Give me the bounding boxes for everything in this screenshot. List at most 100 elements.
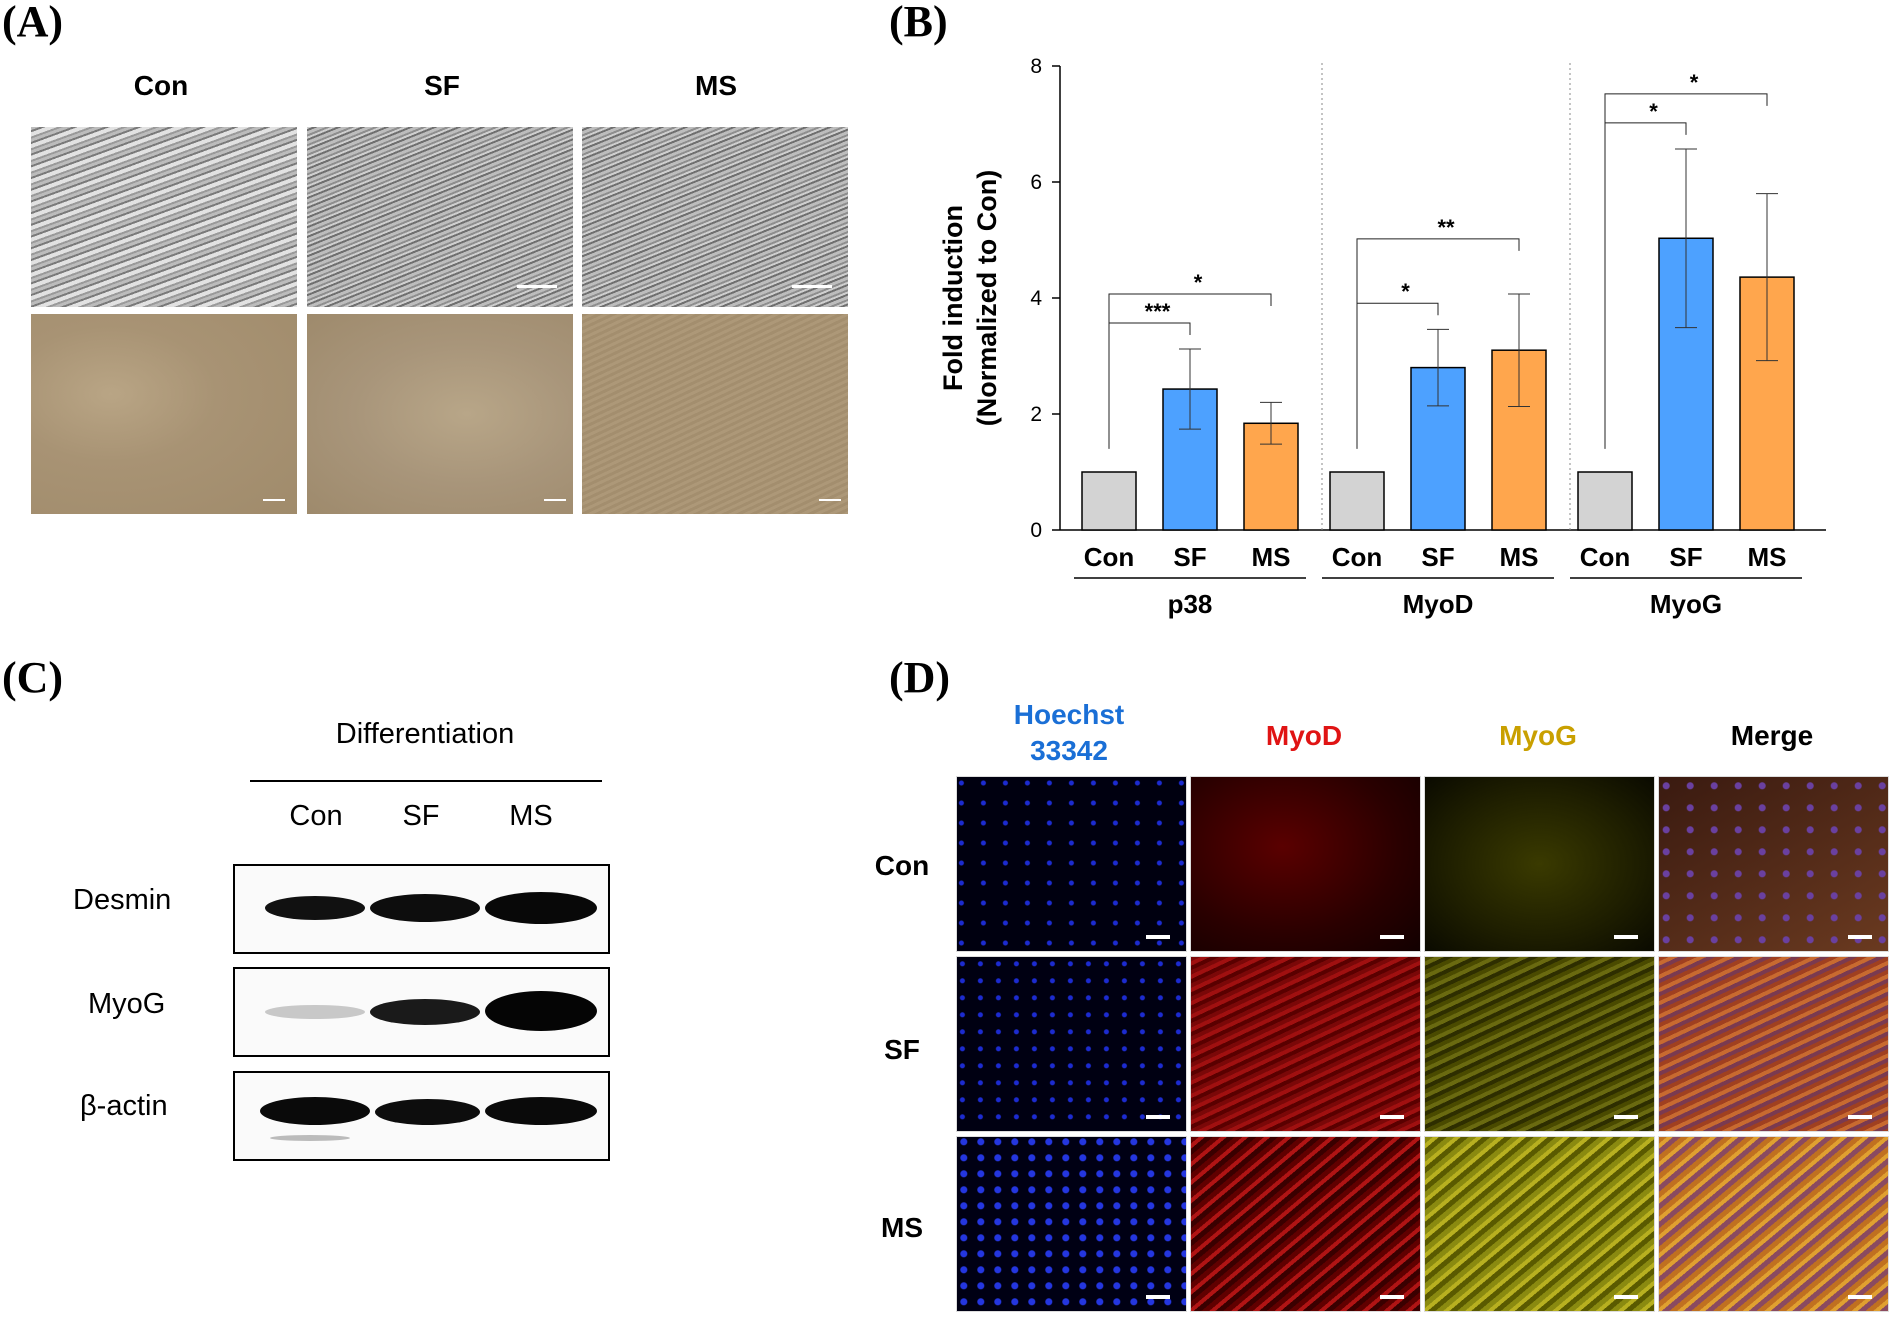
band-actin-sf xyxy=(375,1099,480,1125)
fluorescence-image xyxy=(1190,1136,1421,1312)
row-label-ms: MS xyxy=(881,1212,923,1243)
panel-d-letter: (D) xyxy=(889,653,951,702)
band-myog-sf xyxy=(370,999,480,1025)
x-tick-label: MS xyxy=(1748,542,1787,572)
x-tick-label: Con xyxy=(1332,542,1383,572)
fluorescence-image xyxy=(956,956,1187,1132)
scale-bar xyxy=(819,499,841,501)
scale-bar xyxy=(1146,935,1170,939)
x-tick-label: SF xyxy=(1173,542,1206,572)
bar-p38-con xyxy=(1081,471,1137,531)
significance-bracket xyxy=(1604,93,1768,449)
blot-desmin xyxy=(233,864,610,954)
band-actin-con xyxy=(260,1097,370,1125)
scale-bar xyxy=(1848,1115,1872,1119)
scale-bar xyxy=(1380,1295,1404,1299)
scale-bar xyxy=(792,285,832,288)
brightfield-con xyxy=(31,314,297,514)
panel-b-letter: (B) xyxy=(889,0,948,46)
channel-hoechst: Hoechst 33342 xyxy=(1014,697,1124,769)
bar-p38-ms xyxy=(1243,422,1299,531)
group-label-p38: p38 xyxy=(1168,589,1213,619)
panel-a-letter: (A) xyxy=(2,0,64,46)
fluorescence-image xyxy=(1424,956,1655,1132)
significance-label: * xyxy=(1690,70,1699,95)
panel-a-col-ms: MS xyxy=(695,70,737,101)
band-desmin-con xyxy=(265,896,365,920)
y-tick-label: 6 xyxy=(1030,171,1042,194)
channel-myod: MyoD xyxy=(1265,720,1343,751)
blot-myog xyxy=(233,967,610,1057)
blot-beta-actin xyxy=(233,1071,610,1161)
x-tick-label: Con xyxy=(1084,542,1135,572)
phase-contrast-sf xyxy=(307,127,573,307)
blot-row-beta-actin: β-actin xyxy=(80,1090,168,1122)
significance-label: *** xyxy=(1145,299,1171,324)
channel-hoechst-line1: Hoechst xyxy=(1013,699,1125,730)
significance-label: * xyxy=(1194,270,1203,295)
fluorescence-image xyxy=(1658,1136,1889,1312)
channel-merge: Merge xyxy=(1730,720,1814,751)
significance-label: * xyxy=(1649,99,1658,124)
panel-a-col-con: Con xyxy=(133,70,189,101)
row-label-sf: SF xyxy=(884,1034,920,1065)
x-tick-label: Con xyxy=(1580,542,1631,572)
fluorescence-image xyxy=(1424,1136,1655,1312)
x-tick-label: MS xyxy=(1500,542,1539,572)
y-axis-label-line2: (Normalized to Con) xyxy=(972,170,1002,427)
blot-col-ms: MS xyxy=(509,800,553,832)
scale-bar xyxy=(1848,935,1872,939)
scale-bar xyxy=(1380,1115,1404,1119)
panel-a-col-sf: SF xyxy=(424,70,460,101)
panel-c-letter: (C) xyxy=(2,653,64,702)
scale-bar xyxy=(1380,935,1404,939)
fluorescence-image xyxy=(1424,776,1655,952)
band-desmin-sf xyxy=(370,894,480,922)
scale-bar xyxy=(1146,1295,1170,1299)
y-axis-label-line1: Fold induction xyxy=(938,205,968,391)
group-label-myog: MyoG xyxy=(1650,589,1722,619)
band-actin-faint xyxy=(270,1135,350,1141)
channel-myog: MyoG xyxy=(1499,720,1577,751)
fold-induction-chart: 0 2 4 6 8 Fold induction (Normalized to Con) Co… xyxy=(938,55,1826,619)
y-tick-label: 4 xyxy=(1030,287,1042,310)
band-myog-con xyxy=(265,1005,365,1019)
x-tick-label: SF xyxy=(1421,542,1454,572)
brightfield-sf xyxy=(307,314,573,514)
phase-contrast-ms xyxy=(582,127,848,307)
scale-bar xyxy=(1614,1115,1638,1119)
band-myog-ms xyxy=(485,991,597,1031)
fluorescence-image xyxy=(1658,956,1889,1132)
y-tick-label: 2 xyxy=(1030,403,1042,426)
channel-hoechst-line2: 33342 xyxy=(1030,735,1108,766)
bar-myog-con xyxy=(1577,471,1633,531)
scale-bar xyxy=(517,285,557,288)
band-desmin-ms xyxy=(485,892,597,924)
phase-contrast-con xyxy=(31,127,297,307)
fluorescence-image xyxy=(1658,776,1889,952)
scale-bar xyxy=(1146,1115,1170,1119)
y-tick-label: 0 xyxy=(1030,519,1042,542)
blot-col-con: Con xyxy=(289,800,343,832)
scale-bar xyxy=(1614,935,1638,939)
blot-header: Differentiation xyxy=(335,718,515,750)
y-tick-label: 8 xyxy=(1030,55,1042,78)
x-tick-label: MS xyxy=(1252,542,1291,572)
scale-bar xyxy=(544,499,566,501)
bar-myod-con xyxy=(1329,471,1385,531)
row-label-con: Con xyxy=(874,850,930,881)
fluorescence-image xyxy=(1190,776,1421,952)
blot-row-desmin: Desmin xyxy=(73,884,172,916)
fluorescence-image xyxy=(956,776,1187,952)
significance-bracket xyxy=(1108,293,1272,449)
fluorescence-image xyxy=(1190,956,1421,1132)
scale-bar xyxy=(1614,1295,1638,1299)
significance-label: ** xyxy=(1437,215,1455,240)
blot-header-line xyxy=(250,780,602,782)
scale-bar xyxy=(263,499,285,501)
significance-bracket xyxy=(1356,238,1520,449)
group-label-myod: MyoD xyxy=(1403,589,1474,619)
brightfield-ms xyxy=(582,314,848,514)
blot-col-sf: SF xyxy=(402,800,440,832)
scale-bar xyxy=(1848,1295,1872,1299)
